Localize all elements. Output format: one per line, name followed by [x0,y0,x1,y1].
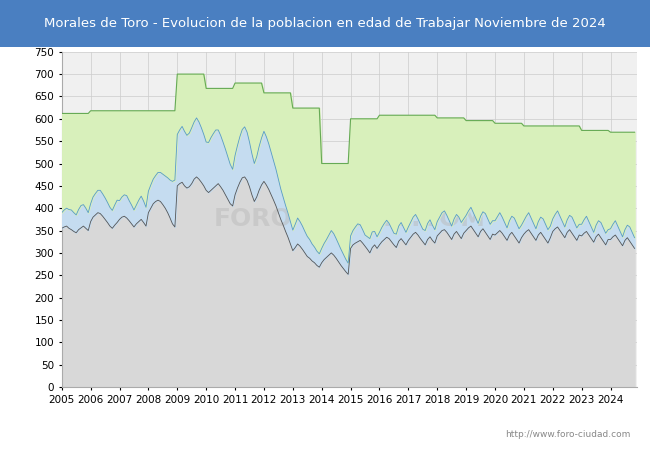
Text: FORO-CIUDAD.COM: FORO-CIUDAD.COM [213,207,486,231]
Text: http://www.foro-ciudad.com: http://www.foro-ciudad.com [505,430,630,439]
Text: Morales de Toro - Evolucion de la poblacion en edad de Trabajar Noviembre de 202: Morales de Toro - Evolucion de la poblac… [44,17,606,30]
